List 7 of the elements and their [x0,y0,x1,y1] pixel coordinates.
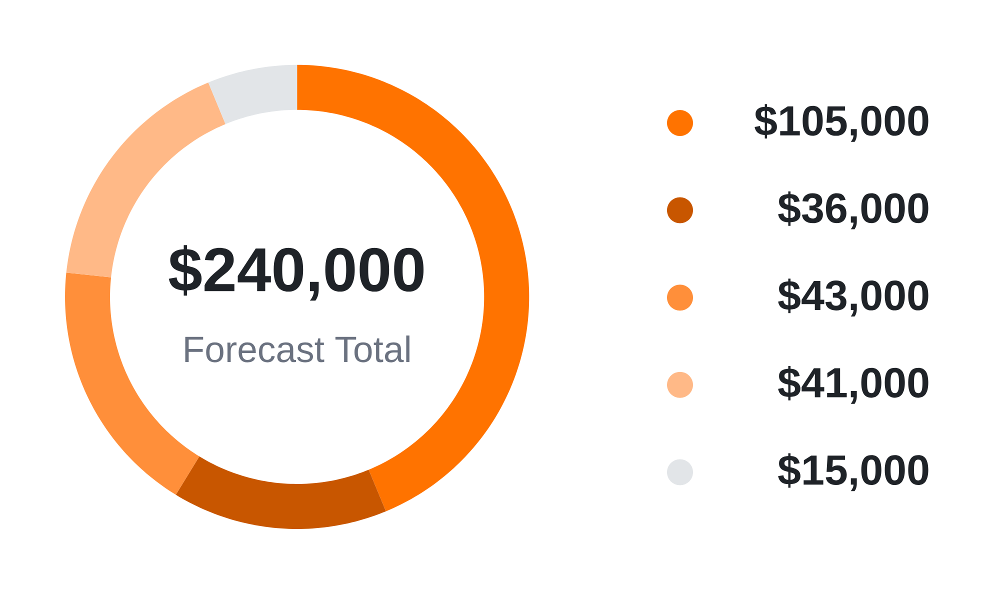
text: Forecast Total [185,336,410,362]
legend-label: $43,000 [778,278,928,317]
legend-label: $36,000 [778,191,928,230]
legend-label: $105,000 [754,104,928,142]
legend-label: $15,000 [778,453,928,492]
text: $240,000 [168,245,424,301]
legend-label: $41,000 [778,366,928,404]
